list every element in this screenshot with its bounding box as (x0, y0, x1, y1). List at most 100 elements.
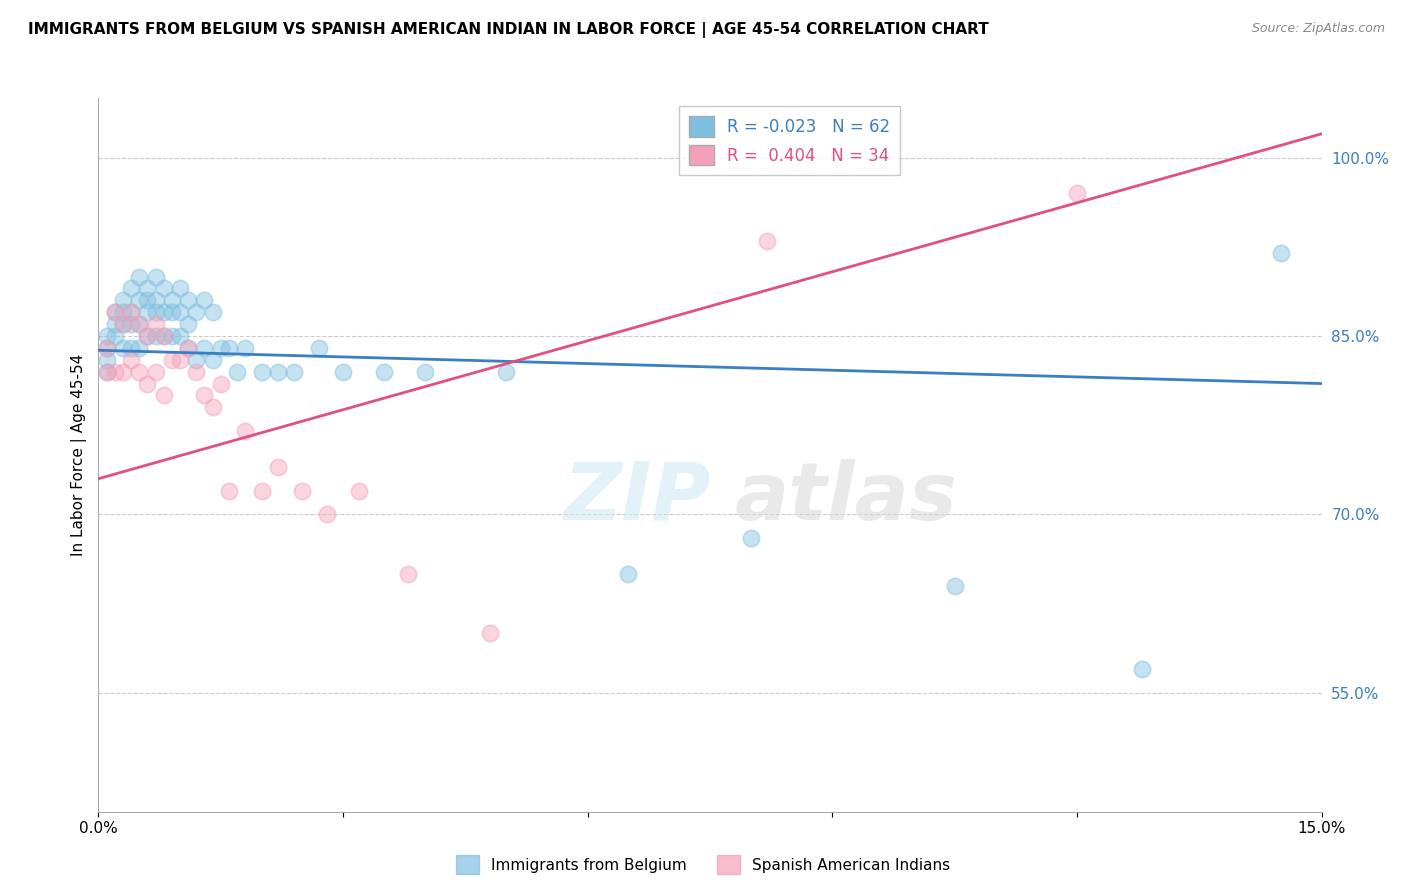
Point (186, 365, 208, 379)
Point (177, 341, 200, 355)
Point (233, 424, 256, 438)
Point (169, 352, 191, 367)
Point (169, 329, 191, 343)
Point (349, 483, 371, 498)
Point (169, 305, 191, 319)
Point (145, 305, 167, 319)
Point (136, 329, 159, 343)
Point (943, 579, 966, 593)
Legend: Immigrants from Belgium, Spanish American Indians: Immigrants from Belgium, Spanish America… (450, 849, 956, 880)
Point (96, 352, 118, 367)
Point (136, 281, 159, 295)
Text: ZIP: ZIP (562, 458, 710, 537)
Point (128, 365, 150, 379)
Point (160, 352, 183, 367)
Point (250, 483, 273, 498)
Point (226, 365, 249, 379)
Point (201, 401, 224, 415)
Point (160, 305, 183, 319)
Point (120, 305, 142, 319)
Point (145, 269, 167, 284)
Point (111, 341, 134, 355)
Point (315, 508, 337, 522)
Point (169, 281, 191, 295)
Point (145, 293, 167, 308)
Point (332, 365, 354, 379)
Point (209, 341, 232, 355)
Point (96, 365, 118, 379)
Point (120, 317, 142, 331)
Point (104, 305, 127, 319)
Point (145, 365, 167, 379)
Legend: R = -0.023   N = 62, R =  0.404   N = 34: R = -0.023 N = 62, R = 0.404 N = 34 (679, 106, 900, 176)
Point (104, 305, 127, 319)
Point (396, 566, 419, 581)
Point (267, 459, 290, 474)
Point (128, 341, 150, 355)
Point (152, 281, 174, 295)
Text: atlas: atlas (734, 458, 957, 537)
Point (1066, 186, 1088, 201)
Point (291, 483, 314, 498)
Point (136, 376, 159, 391)
Point (128, 293, 150, 308)
Point (201, 305, 224, 319)
Point (111, 317, 134, 331)
Point (96, 329, 118, 343)
Point (152, 329, 174, 343)
Point (128, 269, 150, 284)
Point (209, 376, 232, 391)
Text: IMMIGRANTS FROM BELGIUM VS SPANISH AMERICAN INDIAN IN LABOR FORCE | AGE 45-54 CO: IMMIGRANTS FROM BELGIUM VS SPANISH AMERI… (28, 22, 988, 38)
Point (756, 234, 779, 248)
Point (152, 329, 174, 343)
Point (177, 317, 200, 331)
Point (111, 305, 134, 319)
Point (136, 329, 159, 343)
Point (152, 305, 174, 319)
Point (193, 293, 215, 308)
Point (128, 317, 150, 331)
Point (740, 531, 762, 545)
Point (120, 341, 142, 355)
Text: Source: ZipAtlas.com: Source: ZipAtlas.com (1251, 22, 1385, 36)
Point (495, 365, 517, 379)
Point (1130, 662, 1153, 676)
Point (267, 365, 290, 379)
Point (111, 293, 134, 308)
Point (136, 293, 159, 308)
Point (104, 329, 127, 343)
Point (96, 341, 118, 355)
Point (128, 317, 150, 331)
Point (111, 365, 134, 379)
Point (193, 388, 215, 402)
Point (218, 341, 240, 355)
Point (308, 341, 330, 355)
Point (478, 626, 501, 640)
Y-axis label: In Labor Force | Age 45-54: In Labor Force | Age 45-54 (72, 354, 87, 556)
Point (283, 365, 305, 379)
Point (104, 317, 127, 331)
Point (96, 365, 118, 379)
Point (373, 365, 395, 379)
Point (145, 317, 167, 331)
Point (186, 305, 208, 319)
Point (136, 305, 159, 319)
Point (413, 365, 436, 379)
Point (96, 341, 118, 355)
Point (186, 352, 208, 367)
Point (120, 305, 142, 319)
Point (152, 388, 174, 402)
Point (250, 365, 273, 379)
Point (120, 352, 142, 367)
Point (177, 341, 200, 355)
Point (145, 329, 167, 343)
Point (177, 293, 200, 308)
Point (218, 483, 240, 498)
Point (104, 365, 127, 379)
Point (201, 352, 224, 367)
Point (160, 293, 183, 308)
Point (120, 281, 142, 295)
Point (111, 317, 134, 331)
Point (160, 329, 183, 343)
Point (233, 341, 256, 355)
